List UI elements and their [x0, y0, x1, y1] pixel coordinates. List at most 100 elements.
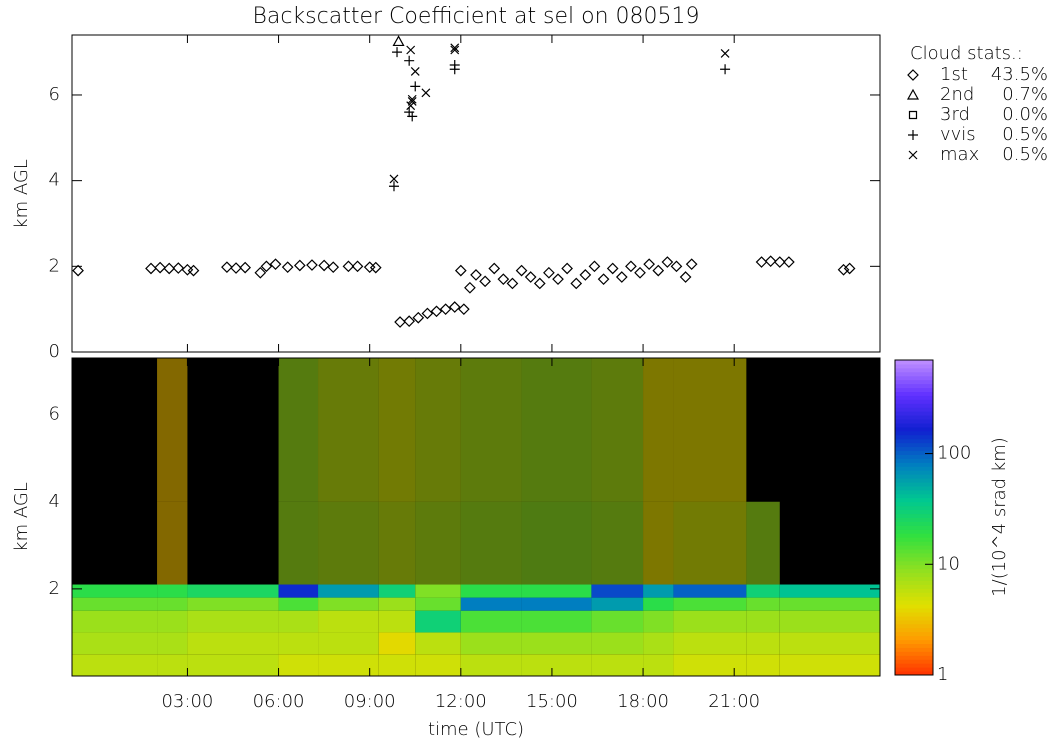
- heatmap-cell: [779, 610, 880, 633]
- legend-label: 3rd: [940, 104, 970, 125]
- colorbar-swatch: [895, 596, 933, 601]
- y-tick-label: 2: [49, 255, 60, 276]
- colorbar-swatch: [895, 568, 933, 574]
- heatmap-cell: [673, 632, 747, 655]
- colorbar-swatch: [895, 426, 933, 432]
- colorbar-swatch: [895, 556, 933, 562]
- legend-title: Cloud stats.:: [910, 43, 1023, 64]
- legend-stat: 0.0%: [1002, 104, 1048, 125]
- colorbar-swatch: [895, 482, 933, 487]
- legend-stat: 0.5%: [1002, 124, 1048, 145]
- point: [561, 262, 573, 275]
- colorbar-swatch: [895, 521, 933, 526]
- colorbar-swatch: [895, 391, 933, 396]
- y-tick-label: 4: [49, 491, 60, 512]
- point: [221, 261, 233, 274]
- heatmap-cell: [415, 501, 461, 585]
- heatmap-cell: [278, 584, 319, 598]
- point: [679, 271, 692, 283]
- point: [260, 260, 273, 273]
- chart-title: Backscatter Coefficient at sel on 080519: [252, 4, 699, 29]
- heatmap-cell: [591, 501, 644, 585]
- heatmap-cell: [157, 358, 188, 502]
- heatmap-cell: [643, 358, 674, 502]
- colorbar-frame: [894, 359, 934, 676]
- colorbar-swatch: [895, 663, 933, 668]
- x-tick-label: 21:00: [708, 691, 760, 712]
- heatmap-cell: [157, 610, 188, 633]
- point: [450, 43, 460, 53]
- plot-frame: [71, 34, 881, 353]
- point: [239, 261, 251, 274]
- colorbar-swatch: [895, 442, 933, 448]
- heatmap-cell: [673, 610, 747, 633]
- heatmap-cell: [318, 597, 379, 611]
- colorbar-swatch: [895, 450, 933, 455]
- y-tick-label: 2: [49, 578, 60, 599]
- point: [524, 271, 537, 283]
- x-tick-label: 09:00: [344, 691, 396, 712]
- point: [449, 64, 460, 75]
- colorbar-swatch: [895, 627, 933, 633]
- colorbar-swatch: [895, 584, 933, 589]
- point: [230, 262, 242, 274]
- point: [448, 301, 461, 313]
- colorbar-swatch: [895, 415, 933, 420]
- heatmap-cell: [460, 597, 522, 611]
- heatmap-cell: [591, 358, 644, 502]
- point: [187, 264, 200, 277]
- heatmap-cell: [673, 597, 747, 611]
- point: [421, 307, 434, 320]
- point: [351, 260, 364, 273]
- point: [652, 264, 665, 277]
- heatmap-cell: [643, 501, 674, 585]
- heatmap-cell: [521, 501, 592, 585]
- heatmap-cell: [643, 610, 674, 633]
- colorbar-swatch: [895, 576, 933, 581]
- y-tick-label: 4: [49, 170, 60, 191]
- colorbar-swatch: [895, 509, 933, 515]
- point: [843, 262, 856, 275]
- heatmap-cell: [278, 597, 319, 611]
- colorbar-swatch: [895, 623, 933, 629]
- point: [643, 258, 655, 271]
- colorbar-swatch: [895, 552, 933, 558]
- colorbar-swatch: [895, 572, 933, 578]
- point: [670, 260, 683, 273]
- heatmap-cell: [460, 501, 522, 585]
- legend-marker: [907, 69, 919, 81]
- heatmap-cell: [157, 632, 188, 655]
- heatmap-cell: [72, 632, 158, 655]
- heatmap-cell: [378, 501, 416, 585]
- point: [369, 261, 382, 274]
- colorbar-swatch: [895, 639, 933, 644]
- colorbar-swatch: [895, 458, 933, 463]
- legend-label: 2nd: [940, 84, 974, 105]
- heatmap-cell: [378, 597, 416, 611]
- colorbar-swatch: [895, 423, 933, 428]
- point: [685, 258, 698, 271]
- heatmap-cell: [460, 584, 522, 598]
- legend-marker: [908, 130, 918, 140]
- heatmap-cell: [779, 584, 880, 598]
- point: [342, 260, 355, 273]
- point: [450, 45, 460, 55]
- point: [421, 88, 431, 98]
- colorbar-swatch: [895, 383, 933, 389]
- heatmap-cell: [460, 358, 522, 502]
- colorbar-swatch: [895, 478, 933, 483]
- point: [470, 269, 482, 281]
- colorbar-swatch: [895, 454, 933, 459]
- heatmap-cell: [378, 632, 416, 655]
- heatmap-cell: [460, 610, 522, 633]
- point: [407, 96, 417, 106]
- heatmap-cell: [415, 584, 461, 598]
- colorbar-swatch: [895, 462, 933, 467]
- colorbar-swatch: [895, 505, 933, 511]
- heatmap-cell: [157, 584, 188, 598]
- heatmap-cell: [746, 584, 780, 598]
- heatmap-cell: [278, 358, 319, 502]
- point: [72, 264, 84, 277]
- point: [588, 260, 601, 273]
